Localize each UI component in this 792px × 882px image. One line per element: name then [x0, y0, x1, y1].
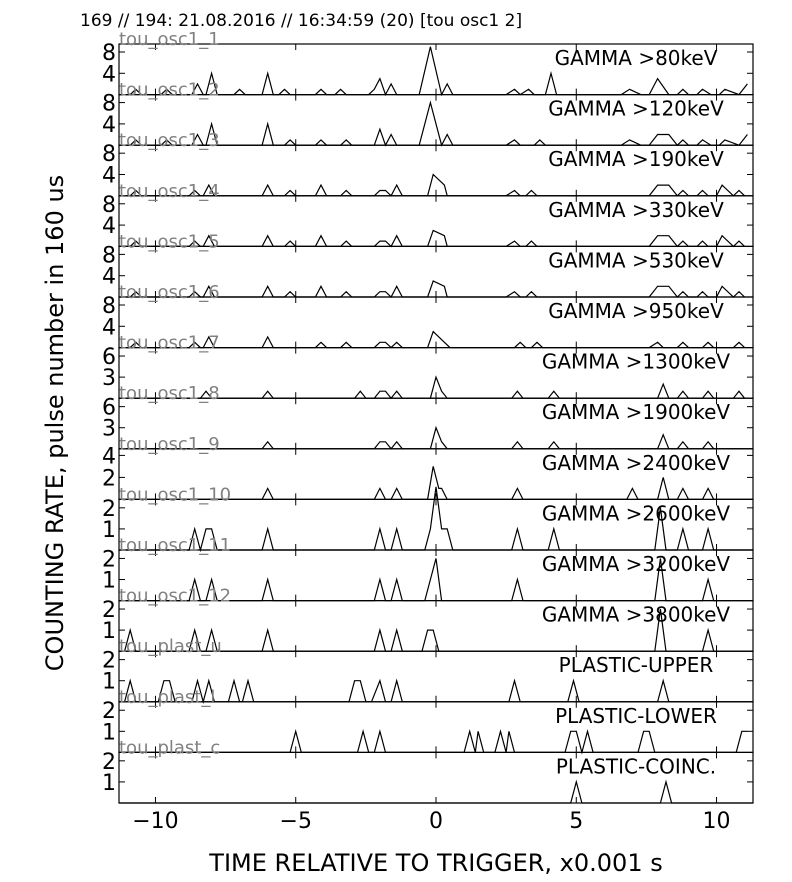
panel-tou_osc1_6: 48 GAMMA >950keV tou_osc1_6 [102, 282, 754, 349]
y-tick-label: 2 [102, 699, 116, 724]
panel-tou_osc1_2: 48 GAMMA >120keV tou_osc1_2 [102, 80, 754, 147]
series-line-tou_osc1_6 [119, 330, 746, 349]
y-tick-label: 8 [102, 193, 116, 218]
y-tick-label: 1 [102, 670, 116, 695]
channel-label: tou_osc1_4 [119, 181, 220, 202]
y-axis-label: COUNTING RATE, pulse number in 160 us [41, 175, 69, 671]
panel-title: GAMMA >120keV [548, 97, 724, 121]
y-tick-label: 2 [102, 547, 116, 572]
panel-title: GAMMA >1900keV [542, 400, 731, 424]
series-line-tou_plast_c [119, 779, 753, 804]
panel-tou_osc1_11: 12 GAMMA >3200keV tou_osc1_11 [102, 535, 754, 602]
x-tick-label: −5 [280, 809, 312, 834]
y-tick-label: 4 [102, 214, 116, 239]
panel-tou_osc1_12: 12 GAMMA >3800keV tou_osc1_12 [102, 586, 754, 652]
channel-label: tou_osc1_7 [119, 333, 220, 354]
panel-tou_plast_c: 12 PLASTIC-COINC. tou_plast_c [102, 737, 754, 804]
x-tick-label: 5 [569, 809, 583, 834]
y-tick-label: 4 [102, 62, 116, 87]
panel-title: GAMMA >530keV [548, 248, 724, 272]
panel-title: GAMMA >2600keV [542, 501, 731, 525]
panel-title: GAMMA >330keV [548, 198, 724, 222]
y-tick-label: 2 [102, 750, 116, 775]
panel-title: GAMMA >2400keV [542, 451, 731, 475]
y-tick-label: 8 [102, 243, 116, 268]
y-tick-label: 1 [102, 720, 116, 745]
y-tick-label: 2 [102, 649, 116, 674]
y-tick-label: 2 [102, 466, 116, 491]
panel-tou_osc1_5: 48 GAMMA >530keV tou_osc1_5 [102, 231, 754, 298]
y-tick-label: 4 [102, 163, 116, 188]
y-tick-label: 8 [102, 294, 116, 319]
panel-tou_osc1_3: 48 GAMMA >190keV tou_osc1_3 [102, 130, 754, 197]
channel-label: tou_osc1_9 [119, 434, 220, 455]
y-tick-label: 2 [102, 598, 116, 623]
series-line-tou_osc1_5 [119, 280, 746, 298]
series-line-tou_osc1_12 [119, 608, 753, 652]
channel-label: tou_osc1_1 [119, 29, 220, 50]
channel-label: tou_osc1_3 [119, 130, 220, 151]
x-axis-label: TIME RELATIVE TO TRIGGER, x0.001 s [208, 849, 662, 877]
panel-title: GAMMA >190keV [548, 147, 724, 171]
y-tick-label: 1 [102, 569, 116, 594]
channel-label: tou_osc1_10 [119, 484, 231, 505]
panel-tou_osc1_1: 48 GAMMA >80keV tou_osc1_1 [102, 29, 754, 97]
y-tick-label: 4 [102, 444, 116, 469]
series-line-tou_osc1_8 [119, 425, 753, 450]
y-tick-label: 4 [102, 113, 116, 138]
y-tick-label: 4 [102, 315, 116, 340]
series-line-tou_osc1_3 [119, 173, 746, 197]
channel-label: tou_plast_c [119, 737, 220, 758]
y-tick-label: 1 [102, 771, 116, 796]
panel-tou_osc1_10: 12 GAMMA >2600keV tou_osc1_10 [102, 484, 754, 553]
header-title: 169 // 194: 21.08.2016 // 16:34:59 (20) … [80, 11, 522, 31]
panel-title: PLASTIC-LOWER [555, 704, 717, 728]
series-line-tou_osc1_4 [119, 229, 746, 248]
panel-title: GAMMA >3200keV [542, 552, 731, 576]
channel-label: tou_plast_l [119, 687, 215, 708]
y-tick-label: 1 [102, 619, 116, 644]
panel-title: GAMMA >1300keV [542, 350, 731, 374]
y-tick-label: 3 [102, 417, 116, 442]
y-tick-label: 3 [102, 366, 116, 391]
x-tick-label: 0 [429, 809, 443, 834]
x-tick-label: −10 [132, 809, 178, 834]
y-tick-label: 1 [102, 518, 116, 543]
panel-tou_osc1_4: 48 GAMMA >330keV tou_osc1_4 [102, 181, 754, 248]
panel-title: GAMMA >950keV [548, 299, 724, 323]
channel-label: tou_osc1_2 [119, 80, 220, 101]
panel-title: PLASTIC-UPPER [559, 653, 714, 677]
y-tick-label: 6 [102, 396, 116, 421]
x-axis: −10 −5 0 5 10 [132, 809, 730, 834]
channel-label: tou_osc1_6 [119, 282, 220, 303]
panel-title: GAMMA >80keV [555, 46, 718, 70]
y-tick-label: 4 [102, 265, 116, 290]
series-line-tou_plast_l [119, 728, 748, 755]
y-tick-label: 6 [102, 345, 116, 370]
panel-tou_plast_l: 12 PLASTIC-LOWER tou_plast_l [102, 687, 754, 755]
y-tick-label: 8 [102, 41, 116, 66]
channel-label: tou_osc1_11 [119, 535, 231, 556]
y-tick-label: 8 [102, 92, 116, 117]
channel-label: tou_osc1_12 [119, 586, 231, 607]
channel-label: tou_osc1_8 [119, 383, 220, 404]
y-tick-label: 2 [102, 497, 116, 522]
channel-label: tou_osc1_5 [119, 231, 220, 252]
channel-label: tou_plast_u [119, 636, 222, 657]
panel-tou_osc1_8: 36 GAMMA >1900keV tou_osc1_8 [102, 383, 754, 450]
y-tick-label: 8 [102, 142, 116, 167]
panel-title: PLASTIC-COINC. [556, 754, 716, 778]
panel-title: GAMMA >3800keV [542, 603, 731, 627]
x-tick-label: 10 [703, 809, 731, 834]
